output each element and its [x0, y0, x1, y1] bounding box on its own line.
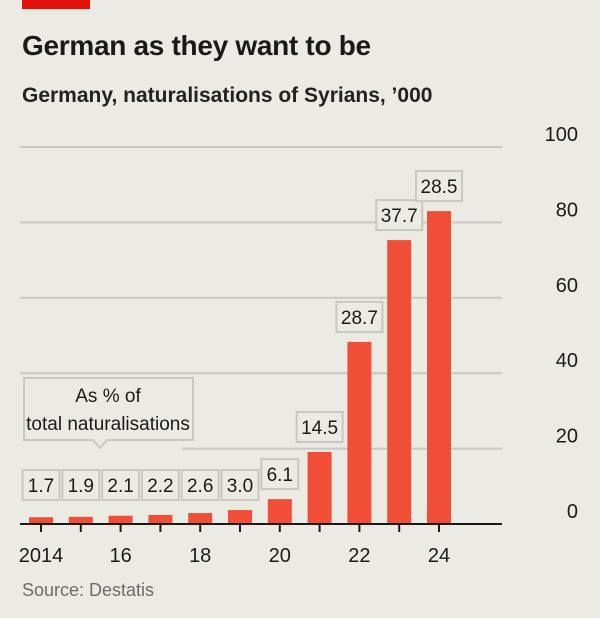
source-note: Source: Destatis	[22, 580, 155, 600]
y-tick-label: 60	[556, 275, 578, 297]
bar-2024	[427, 211, 451, 524]
data-label: 2.6	[187, 476, 213, 497]
data-label: 28.7	[341, 308, 378, 329]
x-tick-label: 18	[189, 545, 211, 567]
annotation-line-1: As % of	[75, 386, 141, 407]
chart-subtitle: Germany, naturalisations of Syrians, ’00…	[22, 84, 433, 107]
data-label-box	[260, 458, 300, 491]
data-label-box	[61, 469, 101, 501]
bar-2019	[228, 510, 252, 524]
data-label: 14.5	[301, 418, 338, 439]
data-label-box	[295, 410, 344, 443]
annotation-box	[23, 377, 194, 450]
data-label-box	[180, 469, 220, 501]
x-tick-label: 20	[269, 545, 291, 567]
y-tick-label: 100	[545, 124, 578, 146]
data-label-box	[415, 170, 463, 203]
x-tick-label: 24	[428, 545, 450, 567]
data-label-box	[21, 469, 61, 501]
bar-2014	[29, 517, 53, 524]
bar-2023	[387, 240, 412, 524]
data-label: 6.1	[267, 465, 293, 486]
data-label: 1.9	[68, 476, 94, 497]
data-label-box	[335, 300, 384, 333]
y-tick-label: 80	[556, 199, 578, 221]
y-tick-label: 20	[556, 426, 578, 448]
bar-2015	[68, 516, 93, 524]
data-label: 2.1	[107, 476, 133, 497]
data-label: 28.5	[421, 177, 458, 198]
data-label-box	[220, 469, 260, 501]
annotation-line-2: total naturalisations	[26, 414, 190, 435]
data-label: 1.7	[28, 476, 54, 497]
bar-2016	[108, 515, 133, 524]
x-tick-label: 22	[348, 545, 370, 567]
bar-2018	[188, 513, 213, 524]
data-label: 3.0	[227, 476, 253, 497]
x-tick-label: 16	[109, 545, 131, 567]
y-tick-label: 0	[567, 501, 578, 523]
bar-2020	[267, 499, 292, 524]
chart-title: German as they want to be	[22, 30, 371, 61]
annotation: As % of total naturalisations	[23, 377, 194, 450]
data-label-box	[101, 469, 141, 501]
bar-2021	[307, 451, 332, 524]
data-label-box	[375, 199, 424, 232]
x-tick-label: 2014	[19, 545, 64, 567]
brand-tag	[22, 0, 90, 9]
data-label-box	[140, 469, 180, 501]
bar-2022	[347, 341, 372, 524]
data-label: 37.7	[381, 206, 418, 227]
data-label: 2.2	[147, 476, 173, 497]
y-tick-label: 40	[556, 350, 578, 372]
bar-2017	[148, 514, 173, 524]
